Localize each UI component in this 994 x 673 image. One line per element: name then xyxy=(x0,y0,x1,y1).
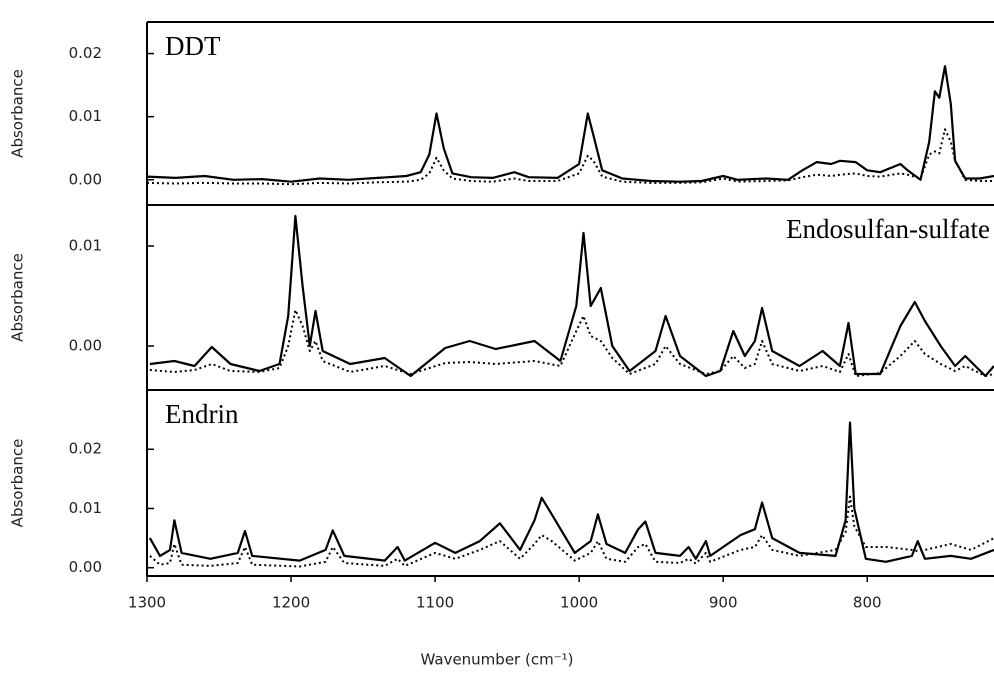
series-group xyxy=(147,65,994,186)
panel-title: Endosulfan-sulfate xyxy=(786,214,990,244)
y-tick-label: 0.00 xyxy=(69,558,102,576)
y-axis-label: Absorbance xyxy=(9,253,27,342)
spectrum-line xyxy=(149,309,994,377)
spectrum-line xyxy=(149,214,994,378)
spectrum-line xyxy=(147,128,994,186)
spectrum-line xyxy=(147,65,994,183)
series-group xyxy=(148,421,994,568)
y-axis-label: Absorbance xyxy=(9,439,27,528)
spectrum-line xyxy=(148,421,994,563)
x-tick-label: 1100 xyxy=(416,594,454,612)
y-tick-label: 0.00 xyxy=(69,170,102,188)
spectrum-line xyxy=(149,495,994,568)
y-axis-label: Absorbance xyxy=(9,69,27,158)
x-axis-label: Wavenumber (cm⁻¹) xyxy=(421,651,574,669)
panel-title: Endrin xyxy=(165,399,239,429)
y-tick-label: 0.01 xyxy=(69,107,102,125)
x-tick-label: 1200 xyxy=(272,594,310,612)
x-tick-label: 1000 xyxy=(560,594,598,612)
x-tick-label: 900 xyxy=(709,594,738,612)
panel-title: DDT xyxy=(165,31,221,61)
y-tick-label: 0.01 xyxy=(69,237,102,255)
y-tick-label: 0.01 xyxy=(69,499,102,517)
x-tick-label: 800 xyxy=(853,594,882,612)
y-tick-label: 0.02 xyxy=(69,440,102,458)
x-tick-label: 1300 xyxy=(128,594,166,612)
y-tick-label: 0.02 xyxy=(69,44,102,62)
y-tick-label: 0.00 xyxy=(69,337,102,355)
series-group xyxy=(149,214,994,378)
